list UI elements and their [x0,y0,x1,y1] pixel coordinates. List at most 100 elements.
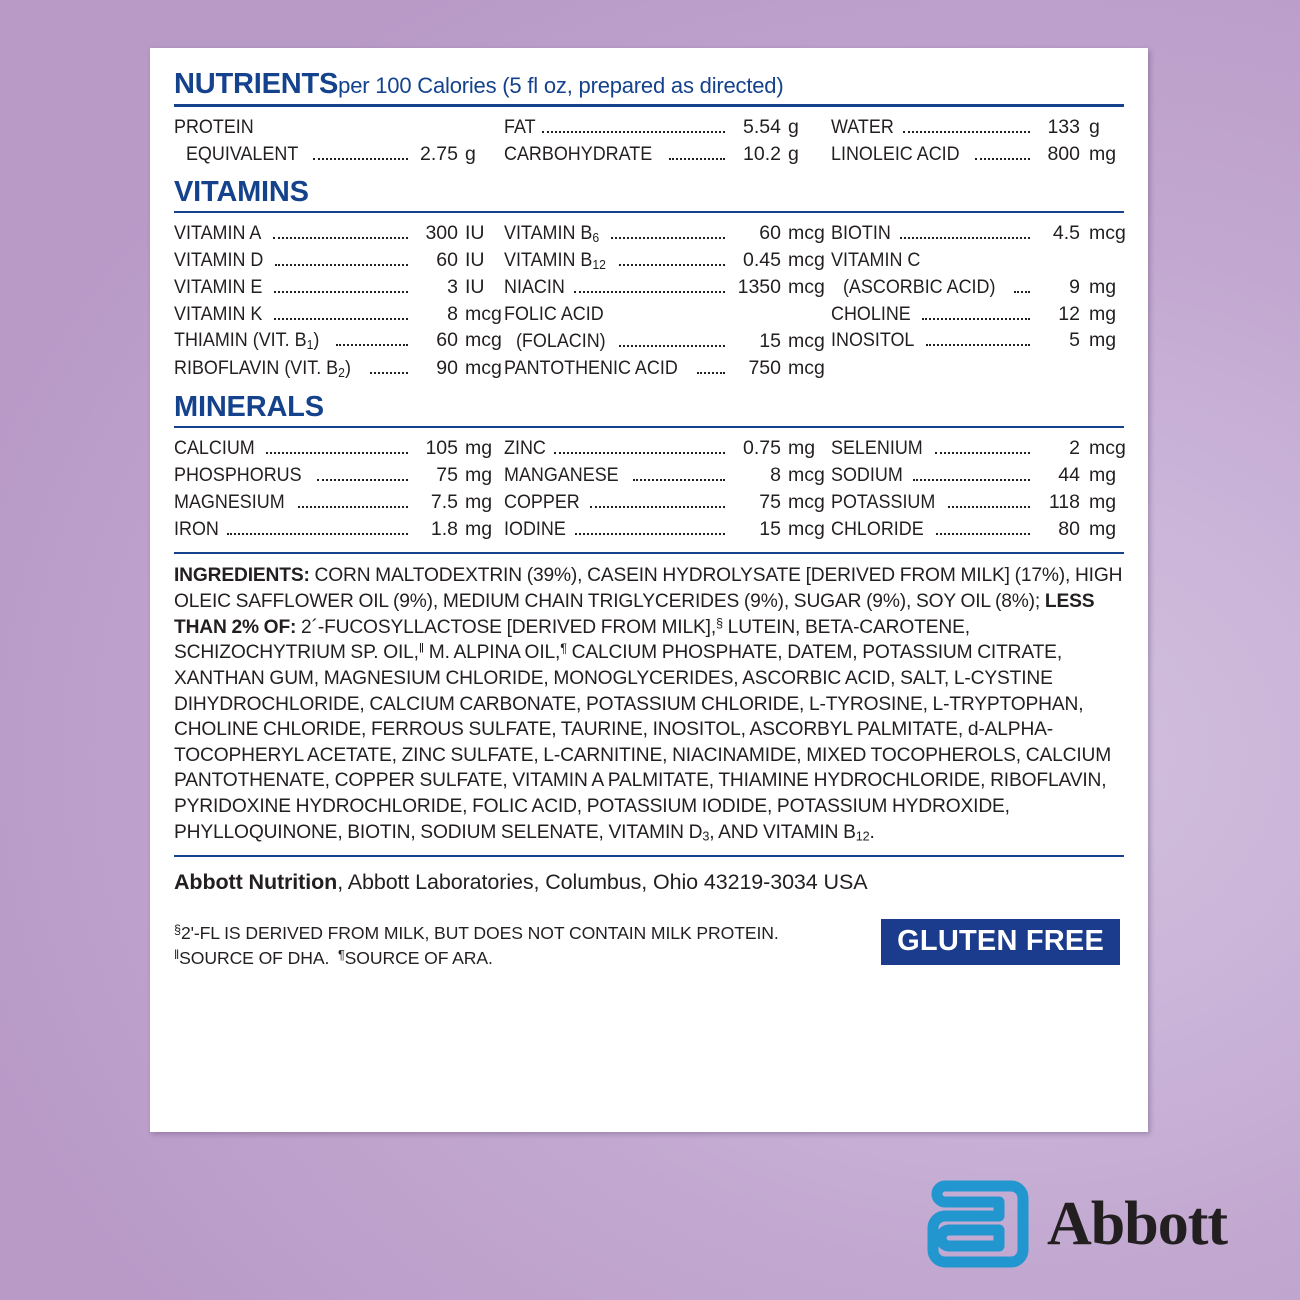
footnote-marker-ara: ¶ [337,948,345,963]
nutrient-value: 60 [436,329,458,352]
nutrient-name: SELENIUM [831,436,923,459]
nutrient-value: 5.54 [743,116,781,138]
nutrient-value: 750 [748,356,781,379]
dot-leader [335,344,408,347]
dot-leader [553,451,725,454]
nutrient-row: CALCIUM 105 mg [174,435,500,462]
nutrient-row: RIBOFLAVIN (VIT. B2) 90 mcg [174,355,502,382]
nutrient-unit: mg [1089,142,1117,165]
dot-leader [921,317,1030,320]
nutrient-name: POTASSIUM [831,490,936,513]
nutrient-name: IRON [174,517,219,540]
nutrient-value: 9 [1069,275,1080,298]
nutrients-table: PROTEIN EQUIVALENT 2.75 g FAT 5.54 g CARBOHYDRA… [174,114,1124,168]
nutrient-row: IODINE 15 mcg [504,516,827,543]
dot-leader [316,478,408,481]
nutrient-row: VITAMIN B6 60 mcg [504,220,827,247]
manufacturer-name: Abbott Nutrition [174,870,338,895]
nutrient-value: 60 [759,221,781,244]
ingredients-section: INGREDIENTS: CORN MALTODEXTRIN (39%), CA… [174,552,1124,845]
dot-leader [274,290,408,293]
nutrient-value: 80 [1058,517,1080,540]
nutrient-row: VITAMIN C [831,247,1124,274]
nutrients-heading-subtitle: per 100 Calories (5 fl oz, prepared as d… [338,73,784,98]
abbott-wordmark: Abbott [1047,1189,1228,1258]
nutrient-name: COPPER [504,490,580,513]
minerals-divider [174,425,1124,428]
nutrient-name: CARBOHYDRATE [504,142,653,165]
nutrient-unit: mcg [788,221,825,244]
minerals-heading-title: MINERALS [174,390,324,423]
dot-leader [925,344,1030,347]
nutrient-row: COPPER 75 mcg [504,489,827,516]
nutrient-row: MAGNESIUM 7.5 mg [174,489,500,516]
nutrient-unit: mcg [465,302,502,325]
dot-leader [618,345,725,348]
dot-leader [913,478,1030,481]
nutrient-value: 118 [1048,490,1080,513]
nutrient-value: 2.75 [420,142,458,165]
nutrient-name: IODINE [504,517,566,540]
nutrient-unit: g [788,116,799,138]
nutrient-name: VITAMIN A [174,221,262,244]
nutrient-row: SODIUM 44 mg [831,462,1124,489]
nutrient-value: 15 [759,330,781,353]
nutrient-unit: mg [1089,275,1117,298]
nutrient-unit: g [465,142,476,165]
nutrient-name: LINOLEIC ACID [831,142,960,165]
manufacturer-address: Abbott Nutrition, Abbott Laboratories, C… [174,870,1124,895]
nutrient-column: ZINC 0.75 mg MANGANESE 8 mcg COPPER 75 mcg IODINE… [504,435,831,543]
dot-leader [974,157,1030,160]
nutrient-name: VITAMIN D [174,248,264,271]
nutrient-name: FAT [504,116,536,138]
nutrient-unit: mg [788,436,816,459]
nutrient-unit: mg [1089,302,1117,325]
nutrient-row: VITAMIN K 8 mcg [174,301,502,328]
nutrient-row: BIOTIN 4.5 mcg [831,220,1126,247]
footnotes: §2'-FL IS DERIVED FROM MILK, BUT DOES NO… [174,919,779,971]
nutrient-unit: mcg [788,330,825,353]
nutrient-name: RIBOFLAVIN (VIT. B2) [174,356,351,380]
nutrient-name: (FOLACIN) [515,330,606,353]
nutrient-value: 8 [770,463,781,486]
nutrient-name: VITAMIN C [831,248,921,271]
vitamins-heading: VITAMINS [174,177,1124,207]
nutrient-value: 75 [759,490,781,513]
nutrient-unit: mg [1089,517,1117,540]
nutrient-value: 1.8 [430,517,458,540]
ingredients-text: INGREDIENTS: CORN MALTODEXTRIN (39%), CA… [174,565,1123,844]
nutrient-row: CHOLINE 12 mg [831,301,1124,328]
nutrient-row: NIACIN 1350 mcg [504,274,827,301]
nutrient-value: 5 [1069,329,1080,352]
nutrient-column: CALCIUM 105 mg PHOSPHORUS 75 mg MAGNESIUM 7.5 mg… [174,435,504,543]
nutrients-divider [174,104,1124,107]
dot-leader [313,157,408,160]
nutrient-value: 4.5 [1052,221,1080,244]
nutrient-name: MAGNESIUM [174,490,285,513]
nutrient-unit: mg [1089,490,1117,513]
dot-leader [275,263,408,266]
nutrients-heading: NUTRIENTSper 100 Calories (5 fl oz, prep… [174,70,1124,99]
nutrient-unit: mg [465,436,493,459]
nutrient-row: PROTEIN [174,114,500,141]
nutrient-name: CHOLINE [831,302,911,325]
nutrient-name: PANTOTHENIC ACID [504,356,678,379]
nutrient-value: 7.5 [430,490,458,513]
nutrient-row: WATER 133 g [831,114,1124,141]
nutrient-row: VITAMIN A 300 IU [174,220,500,247]
nutrient-name: ZINC [504,436,546,459]
footnote-text-dha: SOURCE OF DHA. [179,948,338,969]
nutrient-name: PHOSPHORUS [174,463,302,486]
dot-leader [370,371,408,374]
nutrient-row: PANTOTHENIC ACID 750 mcg [504,355,827,382]
nutrient-name: BIOTIN [831,221,891,244]
nutrient-unit: mg [465,463,493,486]
nutrient-unit: mcg [788,276,825,299]
dot-leader [226,532,408,535]
dot-leader [574,291,725,294]
nutrient-column: SELENIUM 2 mcg SODIUM 44 mg POTASSIUM 118 mg CHLO… [831,435,1126,543]
nutrient-unit: mcg [465,356,502,379]
nutrient-row: (FOLACIN) 15 mcg [504,328,827,355]
nutrient-value: 300 [425,221,458,244]
nutrient-value: 15 [759,517,781,540]
